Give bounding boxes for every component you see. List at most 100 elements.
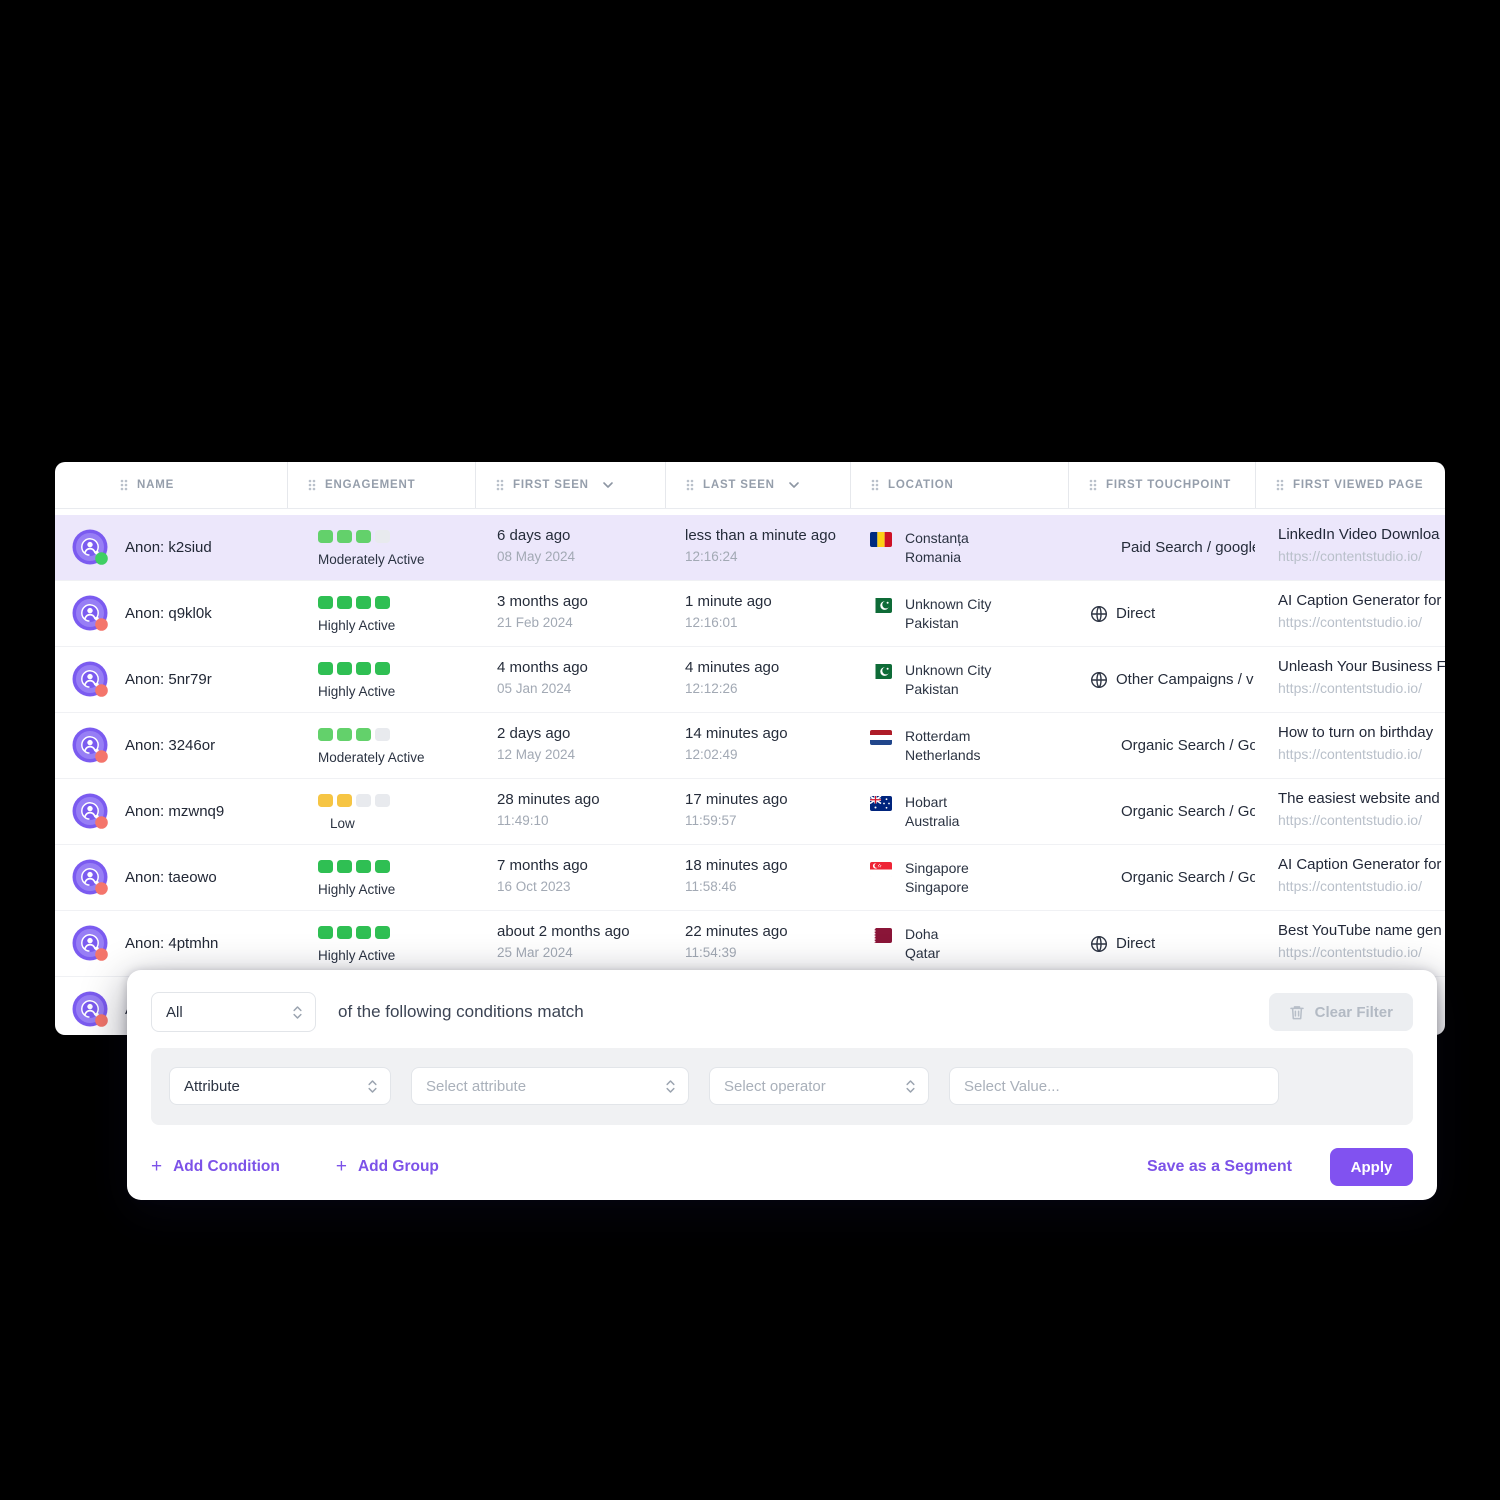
engagement-square <box>375 860 390 873</box>
location-city: Rotterdam <box>905 728 971 744</box>
sort-chevron-icon[interactable] <box>602 481 614 489</box>
engagement-label: Moderately Active <box>318 552 425 567</box>
column-header-first-touchpoint[interactable]: FIRST TOUCHPOINT <box>1068 462 1255 508</box>
touchpoint-label: Direct <box>1116 605 1156 622</box>
stepper-icon <box>905 1079 916 1094</box>
add-condition-button[interactable]: + Add Condition <box>151 1157 280 1177</box>
table-row[interactable]: Anon: q9kl0k Highly Active 3 months ago … <box>55 580 1445 646</box>
drag-handle-icon[interactable] <box>120 479 128 491</box>
last-seen-relative: 14 minutes ago <box>685 725 788 742</box>
avatar <box>72 925 109 962</box>
engagement-square <box>356 794 371 807</box>
engagement-label: Highly Active <box>318 948 396 963</box>
first-seen-date: 16 Oct 2023 <box>497 879 571 894</box>
table-row[interactable]: Anon: 3246or Moderately Active 2 days ag… <box>55 712 1445 778</box>
match-mode-select[interactable]: All <box>151 992 316 1032</box>
location-country: Singapore <box>905 879 969 895</box>
apply-button[interactable]: Apply <box>1330 1148 1413 1186</box>
globe-icon <box>1090 935 1108 953</box>
last-seen-time: 11:59:57 <box>685 813 737 828</box>
engagement-square <box>337 596 352 609</box>
avatar <box>72 595 109 632</box>
avatar <box>72 793 109 830</box>
first-seen-relative: 3 months ago <box>497 593 588 610</box>
operator-select[interactable]: Select operator <box>709 1067 929 1105</box>
engagement-square <box>318 926 333 939</box>
globe-icon <box>1090 671 1108 689</box>
attribute-select[interactable]: Select attribute <box>411 1067 689 1105</box>
add-group-button[interactable]: + Add Group <box>336 1157 439 1177</box>
add-condition-label: Add Condition <box>173 1158 280 1175</box>
country-flag-icon <box>870 928 892 943</box>
column-header-location[interactable]: LOCATION <box>850 462 1068 508</box>
column-header-name[interactable]: NAME <box>55 462 287 508</box>
country-flag-icon <box>870 532 892 547</box>
table-body: Anon: k2siud Moderately Active 6 days ag… <box>55 509 1445 1035</box>
touchpoint-label: Organic Search / Go <box>1121 737 1255 754</box>
drag-handle-icon[interactable] <box>1089 479 1097 491</box>
column-header-first-viewed-page[interactable]: FIRST VIEWED PAGE <box>1255 462 1445 508</box>
country-flag-icon <box>870 730 892 745</box>
avatar <box>72 991 109 1028</box>
column-header-label: NAME <box>137 479 175 491</box>
page-url: https://contentstudio.io/ <box>1278 614 1422 630</box>
table-row[interactable]: Anon: k2siud Moderately Active 6 days ag… <box>55 515 1445 580</box>
engagement-square <box>375 728 390 741</box>
engagement-square <box>375 662 390 675</box>
sort-chevron-icon[interactable] <box>788 481 800 489</box>
attribute-placeholder: Select attribute <box>426 1077 527 1095</box>
table-row[interactable]: Anon: 5nr79r Highly Active 4 months ago … <box>55 646 1445 712</box>
drag-handle-icon[interactable] <box>496 479 504 491</box>
drag-handle-icon[interactable] <box>686 479 694 491</box>
trash-icon <box>1289 1004 1305 1021</box>
column-header-engagement[interactable]: ENGAGEMENT <box>287 462 475 508</box>
table-row[interactable]: Anon: taeowo Highly Active 7 months ago … <box>55 844 1445 910</box>
last-seen-time: 12:02:49 <box>685 747 738 762</box>
touchpoint-label: Other Campaigns / v <box>1116 671 1254 688</box>
last-seen-time: 11:54:39 <box>685 945 737 960</box>
last-seen-time: 12:16:01 <box>685 615 738 630</box>
first-seen-date: 08 May 2024 <box>497 549 576 564</box>
visitor-name: Anon: k2siud <box>125 539 212 556</box>
location-city: Hobart <box>905 794 948 810</box>
match-mode-value: All <box>166 1003 183 1021</box>
touchpoint-label: Organic Search / Go <box>1121 803 1255 820</box>
drag-handle-icon[interactable] <box>1276 479 1284 491</box>
avatar <box>72 529 109 566</box>
last-seen-relative: 18 minutes ago <box>685 857 788 874</box>
engagement-square <box>356 662 371 675</box>
visitor-name: Anon: 4ptmhn <box>125 935 219 952</box>
visitor-name: Anon: q9kl0k <box>125 605 212 622</box>
last-seen-relative: 1 minute ago <box>685 593 772 610</box>
value-input[interactable] <box>949 1067 1279 1105</box>
condition-row: Attribute Select attribute Select operat… <box>151 1048 1413 1125</box>
last-seen-time: 12:12:26 <box>685 681 738 696</box>
stepper-icon <box>292 1005 303 1020</box>
engagement-meter <box>318 926 475 939</box>
table-row[interactable]: Anon: 4ptmhn Highly Active about 2 month… <box>55 910 1445 976</box>
location-country: Qatar <box>905 945 941 961</box>
location-country: Romania <box>905 549 962 565</box>
location-city: Constanța <box>905 530 969 546</box>
engagement-label: Highly Active <box>318 684 396 699</box>
engagement-square <box>356 530 371 543</box>
column-header-first-seen[interactable]: FIRST SEEN <box>475 462 665 508</box>
location-country: Australia <box>905 813 960 829</box>
clear-filter-button[interactable]: Clear Filter <box>1268 993 1413 1031</box>
page-title: Best YouTube name gen <box>1278 922 1442 939</box>
avatar <box>72 727 109 764</box>
engagement-square <box>318 860 333 873</box>
engagement-meter <box>318 794 475 807</box>
condition-type-select[interactable]: Attribute <box>169 1067 391 1105</box>
column-header-label: FIRST SEEN <box>513 479 589 491</box>
engagement-square <box>318 794 333 807</box>
touchpoint-label: Organic Search / Go <box>1121 869 1255 886</box>
last-seen-time: 12:16:24 <box>685 549 738 564</box>
page-title: The easiest website and <box>1278 790 1440 807</box>
save-as-segment-link[interactable]: Save as a Segment <box>1147 1158 1292 1175</box>
table-row[interactable]: Anon: mzwnq9 Low 28 minutes ago 11:49:10… <box>55 778 1445 844</box>
location-city: Doha <box>905 926 939 942</box>
drag-handle-icon[interactable] <box>871 479 879 491</box>
drag-handle-icon[interactable] <box>308 479 316 491</box>
column-header-last-seen[interactable]: LAST SEEN <box>665 462 850 508</box>
